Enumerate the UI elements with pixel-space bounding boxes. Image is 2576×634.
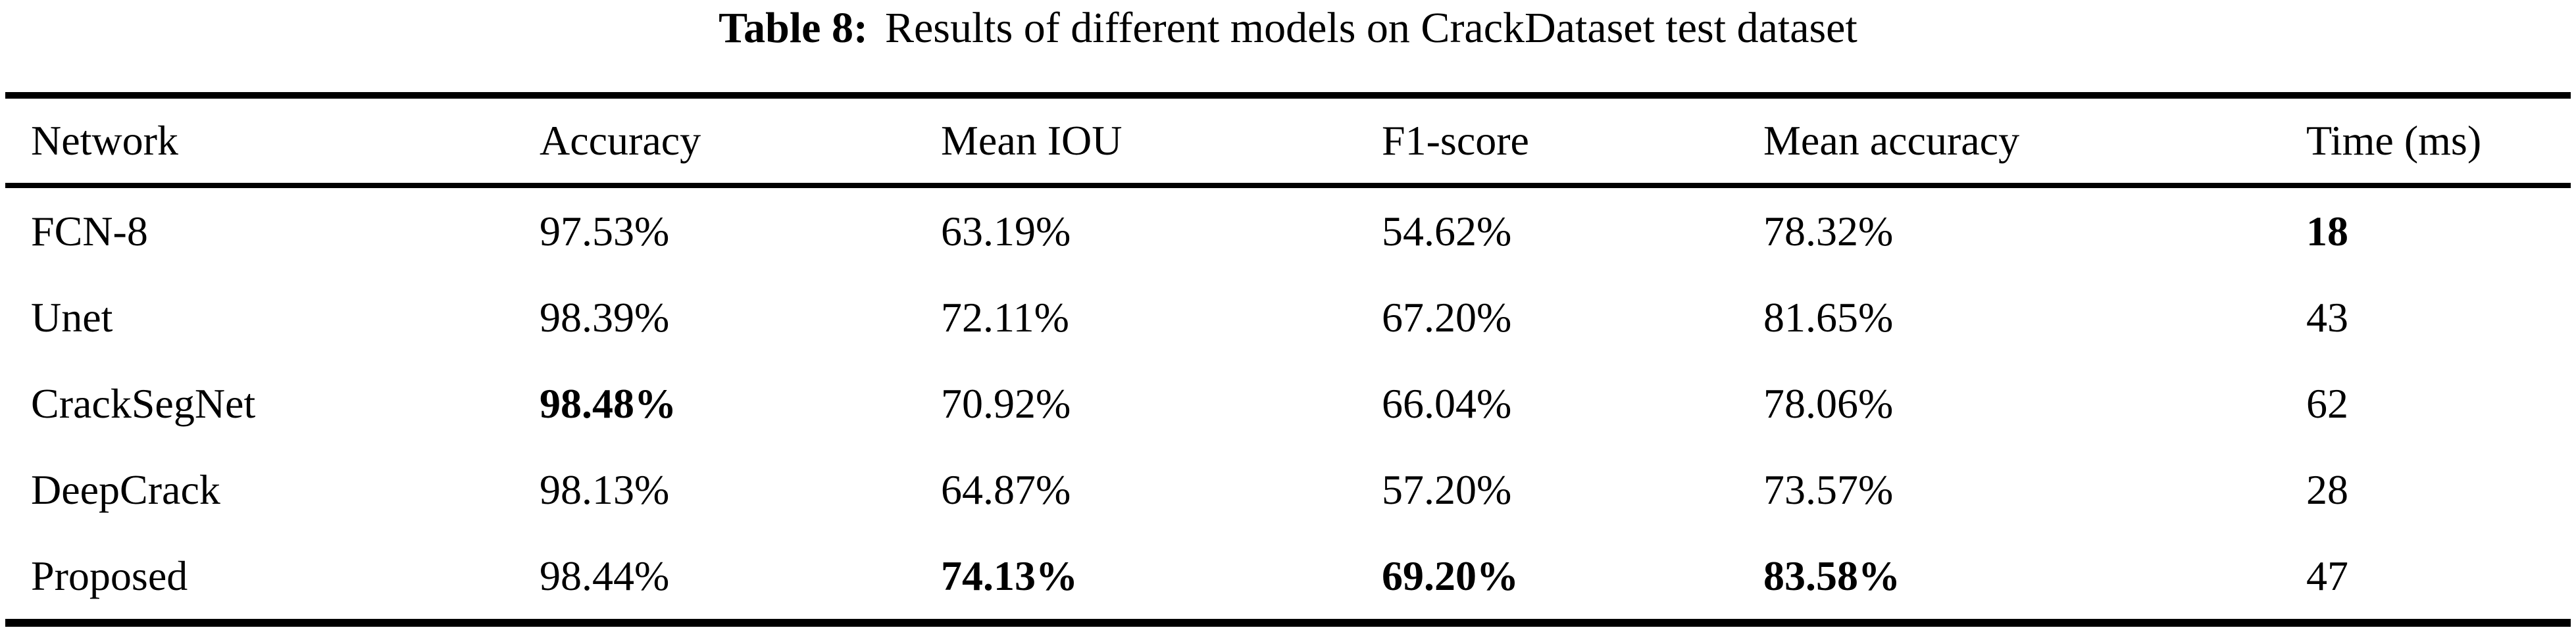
cell-network: FCN-8 <box>31 207 148 255</box>
table-row-proposed: Proposed 98.44% 74.13% 69.20% 83.58% 47 <box>5 533 2571 623</box>
cell-mean-iou: 70.92% <box>941 379 1071 427</box>
cell-f1-score: 54.62% <box>1382 207 1512 255</box>
cell-mean-iou: 74.13% <box>941 552 1078 599</box>
cell-f1-score: 67.20% <box>1382 293 1512 341</box>
results-table: Network Accuracy Mean IOU F1-score Mean … <box>5 92 2571 627</box>
cell-mean-iou: 64.87% <box>941 466 1071 513</box>
cell-f1-score: 57.20% <box>1382 466 1512 513</box>
cell-mean-accuracy: 83.58% <box>1763 552 1900 599</box>
column-header-network: Network <box>5 95 540 188</box>
table-row-unet: Unet 98.39% 72.11% 67.20% 81.65% 43 <box>5 274 2571 360</box>
cell-accuracy: 98.48% <box>540 379 676 427</box>
cell-time-ms: 43 <box>2306 293 2348 341</box>
column-header-time-ms: Time (ms) <box>2306 95 2571 188</box>
table-row-deepcrack: DeepCrack 98.13% 64.87% 57.20% 73.57% 28 <box>5 447 2571 533</box>
cell-accuracy: 98.39% <box>540 293 670 341</box>
cell-network: DeepCrack <box>31 466 220 513</box>
cell-mean-iou: 63.19% <box>941 207 1071 255</box>
column-header-mean-iou: Mean IOU <box>941 95 1382 188</box>
cell-mean-accuracy: 73.57% <box>1763 466 1894 513</box>
table-row-cracksegnet: CrackSegNet 98.48% 70.92% 66.04% 78.06% … <box>5 360 2571 447</box>
cell-mean-accuracy: 81.65% <box>1763 293 1894 341</box>
table-caption: Table 8: Results of different models on C… <box>0 0 2576 92</box>
cell-mean-iou: 72.11% <box>941 293 1069 341</box>
column-header-f1-score: F1-score <box>1382 95 1763 188</box>
cell-network: CrackSegNet <box>31 379 256 427</box>
caption-text: Results of different models on CrackData… <box>884 4 1857 52</box>
cell-network: Proposed <box>31 552 188 599</box>
cell-network: Unet <box>31 293 113 341</box>
cell-mean-accuracy: 78.06% <box>1763 379 1894 427</box>
cell-accuracy: 98.13% <box>540 466 670 513</box>
column-header-mean-accuracy: Mean accuracy <box>1763 95 2306 188</box>
cell-f1-score: 69.20% <box>1382 552 1519 599</box>
cell-time-ms: 47 <box>2306 552 2348 599</box>
header-row: Network Accuracy Mean IOU F1-score Mean … <box>5 95 2571 188</box>
caption-label: Table 8: <box>719 4 868 52</box>
cell-accuracy: 97.53% <box>540 207 670 255</box>
cell-mean-accuracy: 78.32% <box>1763 207 1894 255</box>
cell-time-ms: 62 <box>2306 379 2348 427</box>
cell-time-ms: 28 <box>2306 466 2348 513</box>
column-header-accuracy: Accuracy <box>540 95 941 188</box>
cell-f1-score: 66.04% <box>1382 379 1512 427</box>
cell-time-ms: 18 <box>2306 207 2348 255</box>
cell-accuracy: 98.44% <box>540 552 670 599</box>
table-row-fcn-8: FCN-8 97.53% 63.19% 54.62% 78.32% 18 <box>5 185 2571 274</box>
